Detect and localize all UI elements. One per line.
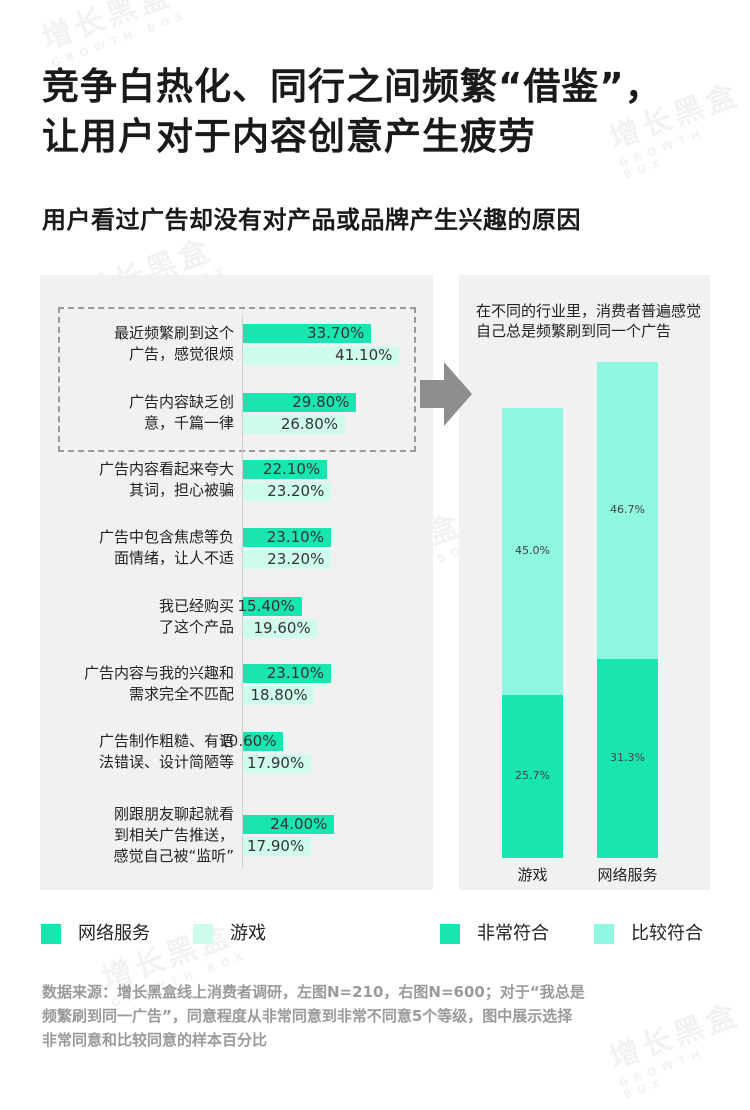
category-label: 最近频繁刷到这个广告，感觉很烦 xyxy=(44,323,234,365)
title-line: 让用户对于内容创意产生疲劳 xyxy=(42,115,536,158)
bar-net xyxy=(243,664,331,683)
source-line: 频繁刷到同一广告”，同意程度从非常同意到非常不同意5个等级，图中展示选择 xyxy=(42,1007,573,1025)
category-label: 网络服务 xyxy=(597,866,658,884)
stack-segment-strong xyxy=(597,658,658,858)
category-label-line: 广告内容与我的兴趣和 xyxy=(83,664,234,682)
bar-net xyxy=(243,393,357,412)
data-label-net: 23.10% xyxy=(266,664,324,682)
bar-axis-line xyxy=(242,315,243,868)
category-label-line: 刚跟朋友聊起就看 xyxy=(113,804,234,823)
category-label: 刚跟朋友聊起就看 到相关广告推送， 感觉自己被“监听” xyxy=(44,804,234,867)
data-label-game: 19.60% xyxy=(253,619,311,637)
category-label-line: 广告内容看起来夸大 xyxy=(98,460,234,478)
data-label-net: 24.00% xyxy=(270,815,328,833)
category-label-line: 感觉自己被“监听” xyxy=(113,846,234,865)
category-label-line: 意，千篇一律 xyxy=(143,414,234,432)
category-label-line: 其词，担心被骗 xyxy=(128,481,234,499)
bar-game xyxy=(243,346,400,365)
legend-label-net: 网络服务 xyxy=(78,923,150,944)
category-label: 广告中包含焦虑等负面情绪，让人不适 xyxy=(44,527,234,569)
page-title: 竞争白热化、同行之间频繁“借鉴”， 让用户对于内容创意产生疲劳 xyxy=(42,62,722,162)
category-label-line: 广告内容缺乏创 xyxy=(128,393,234,411)
bar-game xyxy=(243,415,345,434)
highlight-dashed-box xyxy=(58,307,416,452)
category-label-line: 了这个产品 xyxy=(158,618,234,636)
data-label-game: 17.90% xyxy=(247,754,305,772)
category-label-line: 我已经购买 xyxy=(158,597,234,615)
data-source-note: 数据来源：增长黑盒线上消费者调研，左图N=210，右图N=600；对于“我总是 … xyxy=(42,980,722,1052)
bar-net xyxy=(243,324,372,343)
chart-subtitle: 用户看过广告却没有对产品或品牌产生兴趣的原因 xyxy=(42,206,581,234)
legend-label-weak: 比较符合 xyxy=(631,923,703,944)
legend-swatch-game xyxy=(193,924,213,944)
data-label-game: 17.90% xyxy=(247,837,305,855)
category-label: 我已经购买了这个产品 xyxy=(44,596,234,638)
legend-label-game: 游戏 xyxy=(230,923,266,944)
data-label-weak: 45.0% xyxy=(515,544,550,558)
category-label-line: 广告制作粗糙、有语 xyxy=(98,732,234,750)
category-label-line: 需求完全不匹配 xyxy=(128,685,234,703)
legend-swatch-weak xyxy=(594,924,614,944)
bar-game xyxy=(243,619,318,638)
category-label: 广告内容看起来夸大其词，担心被骗 xyxy=(44,459,234,501)
title-line: 竞争白热化、同行之间频繁“借鉴”， xyxy=(42,65,663,108)
right-chart-panel xyxy=(459,275,710,890)
data-label-game: 23.20% xyxy=(267,482,325,500)
bar-game xyxy=(243,482,332,501)
bar-game xyxy=(243,550,332,569)
bar-game xyxy=(243,837,312,856)
data-label-game: 23.20% xyxy=(267,550,325,568)
data-label-game: 26.80% xyxy=(280,415,339,433)
source-line: 数据来源：增长黑盒线上消费者调研，左图N=210，右图N=600；对于“我总是 xyxy=(42,983,585,1001)
stack-segment-weak xyxy=(502,408,563,695)
legend-swatch-net xyxy=(41,924,61,944)
category-label-line: 广告，感觉很烦 xyxy=(128,345,234,363)
category-label-line: 面情绪，让人不适 xyxy=(113,549,234,567)
data-label-strong: 31.3% xyxy=(610,751,645,765)
bar-net xyxy=(243,460,327,479)
data-label-net: 29.80% xyxy=(292,393,350,411)
category-label-line: 广告中包含焦虑等负 xyxy=(98,528,234,546)
legend-label-strong: 非常符合 xyxy=(477,923,549,944)
data-label-game: 18.80% xyxy=(250,686,308,704)
data-label-net: 10.60% xyxy=(219,732,277,750)
bar-game xyxy=(243,754,312,773)
data-label-strong: 25.7% xyxy=(515,769,550,783)
data-label-net: 15.40% xyxy=(237,597,295,615)
bar-net xyxy=(243,528,331,547)
category-label: 广告制作粗糙、有语 法错误、设计简陋等 xyxy=(44,731,234,773)
category-label: 广告内容缺乏创意，千篇一律 xyxy=(44,392,234,434)
category-label-line: 到相关广告推送， xyxy=(113,825,234,844)
data-label-net: 33.70% xyxy=(307,324,365,342)
source-line: 非常同意和比较同意的样本百分比 xyxy=(42,1031,268,1049)
legend-swatch-strong xyxy=(440,924,460,944)
category-label: 游戏 xyxy=(517,866,548,884)
arrow-right-icon xyxy=(420,362,472,426)
bar-net xyxy=(243,732,284,751)
right-chart-note: 在不同的行业里，消费者普遍感觉自己总是频繁刷到同一个广告 xyxy=(476,302,702,340)
data-label-game: 41.10% xyxy=(335,346,393,364)
data-label-net: 22.10% xyxy=(262,460,321,478)
category-label-line: 最近频繁刷到这个 xyxy=(113,324,234,342)
bar-net xyxy=(243,597,302,616)
bar-net xyxy=(243,815,335,834)
category-label-line: 法错误、设计简陋等 xyxy=(98,753,234,771)
stack-segment-weak xyxy=(597,361,658,659)
data-label-weak: 46.7% xyxy=(610,503,645,517)
category-label: 广告内容与我的兴趣和需求完全不匹配 xyxy=(44,663,234,705)
bar-game xyxy=(243,686,315,705)
data-label-net: 23.10% xyxy=(266,528,324,546)
stack-segment-strong xyxy=(502,694,563,858)
left-chart-panel xyxy=(40,275,433,890)
